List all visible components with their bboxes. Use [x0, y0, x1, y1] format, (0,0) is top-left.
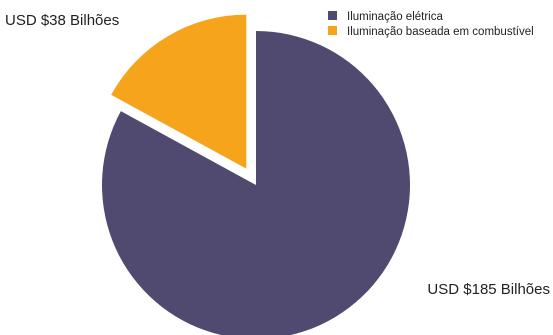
data-labels: USD $185 Bilhões USD $38 Bilhões — [5, 12, 550, 298]
legend-swatch — [328, 11, 337, 20]
legend-swatch — [328, 26, 337, 35]
legend: Iluminação elétrica Iluminação baseada em… — [328, 11, 534, 38]
legend-label: Iluminação elétrica — [347, 11, 443, 23]
pie-slices — [102, 14, 410, 335]
legend-label: Iluminação baseada em combustível — [347, 26, 534, 38]
pie-slice-iluminacao-combustivel — [111, 14, 247, 169]
legend-item-iluminacao-eletrica: Iluminação elétrica — [328, 11, 443, 23]
data-label-iluminacao-combustivel: USD $38 Bilhões — [5, 12, 119, 29]
pie-slice-iluminacao-eletrica — [102, 31, 410, 335]
data-label-iluminacao-eletrica: USD $185 Bilhões — [427, 281, 550, 298]
legend-item-iluminacao-combustivel: Iluminação baseada em combustível — [328, 26, 534, 38]
